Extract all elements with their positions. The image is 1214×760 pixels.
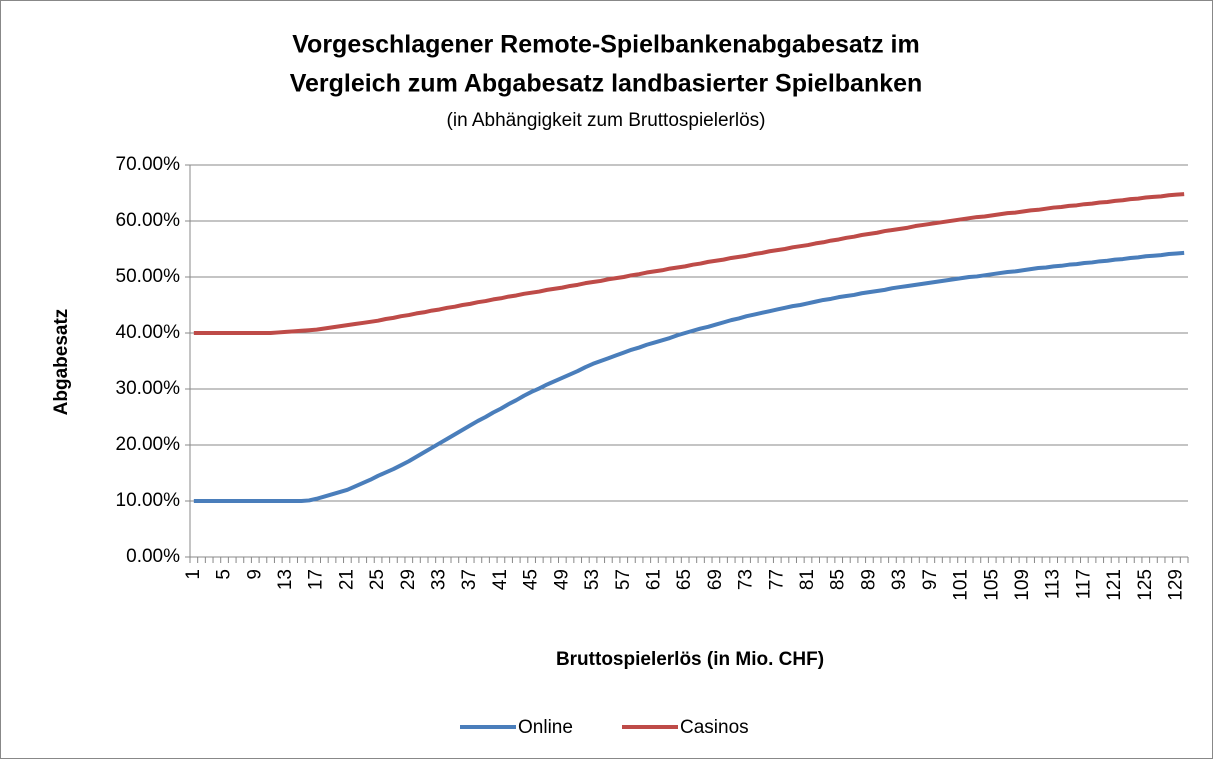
x-tick-label: 69: [705, 569, 726, 590]
x-tick-label: 1: [183, 569, 204, 580]
y-tick-label: 50.00%: [116, 266, 181, 287]
x-tick-label: 125: [1135, 569, 1156, 601]
x-tick-label: 97: [920, 569, 941, 590]
x-tick-label: 25: [367, 569, 388, 590]
x-tick-label: 89: [858, 569, 879, 590]
x-tick-label: 85: [828, 569, 849, 590]
legend-label: Online: [518, 717, 573, 738]
x-tick-label: 13: [275, 569, 296, 590]
x-tick-label: 33: [429, 569, 450, 590]
x-tick-label: 41: [490, 569, 511, 590]
x-tick-label: 93: [889, 569, 910, 590]
y-tick-label: 10.00%: [116, 490, 181, 511]
series-line: [193, 250, 1185, 503]
series-line: [193, 192, 1185, 335]
y-tick-label: 40.00%: [116, 322, 181, 343]
x-tick-label: 21: [336, 569, 357, 590]
x-tick-label: 117: [1073, 569, 1094, 599]
x-tick-label: 9: [244, 569, 265, 580]
x-tick-label: 101: [951, 569, 972, 601]
x-tick-label: 65: [674, 569, 695, 590]
legend-label: Casinos: [680, 717, 749, 738]
x-axis-label: Bruttospielerlös (in Mio. CHF): [556, 649, 824, 670]
x-tick-label: 49: [551, 569, 572, 590]
x-tick-label: 77: [766, 569, 787, 590]
x-tick-label: 37: [459, 569, 480, 590]
x-tick-label: 81: [797, 569, 818, 590]
chart-title: Vergleich zum Abgabesatz landbasierter S…: [290, 70, 923, 98]
x-tick-label: 105: [981, 569, 1002, 601]
y-axis-label: Abgabesatz: [51, 309, 72, 416]
x-tick-label: 109: [1012, 569, 1033, 601]
x-tick-label: 5: [214, 569, 235, 580]
x-tick-label: 57: [613, 569, 634, 590]
chart-subtitle: (in Abhängigkeit zum Bruttospielerlös): [447, 110, 766, 131]
x-tick-label: 45: [521, 569, 542, 590]
x-tick-label: 129: [1166, 569, 1187, 601]
x-tick-label: 17: [306, 569, 327, 590]
x-tick-label: 73: [736, 569, 757, 590]
x-tick-label: 113: [1043, 569, 1064, 599]
x-tick-label: 29: [398, 569, 419, 590]
y-tick-label: 60.00%: [116, 210, 181, 231]
chart-title: Vorgeschlagener Remote-Spielbankenabgabe…: [292, 31, 920, 59]
y-tick-label: 0.00%: [126, 546, 180, 567]
x-tick-label: 53: [582, 569, 603, 590]
y-tick-label: 70.00%: [116, 154, 181, 175]
x-tick-label: 61: [643, 569, 664, 590]
x-tick-label: 121: [1104, 569, 1125, 601]
y-tick-label: 30.00%: [116, 378, 181, 399]
y-tick-label: 20.00%: [116, 434, 181, 455]
